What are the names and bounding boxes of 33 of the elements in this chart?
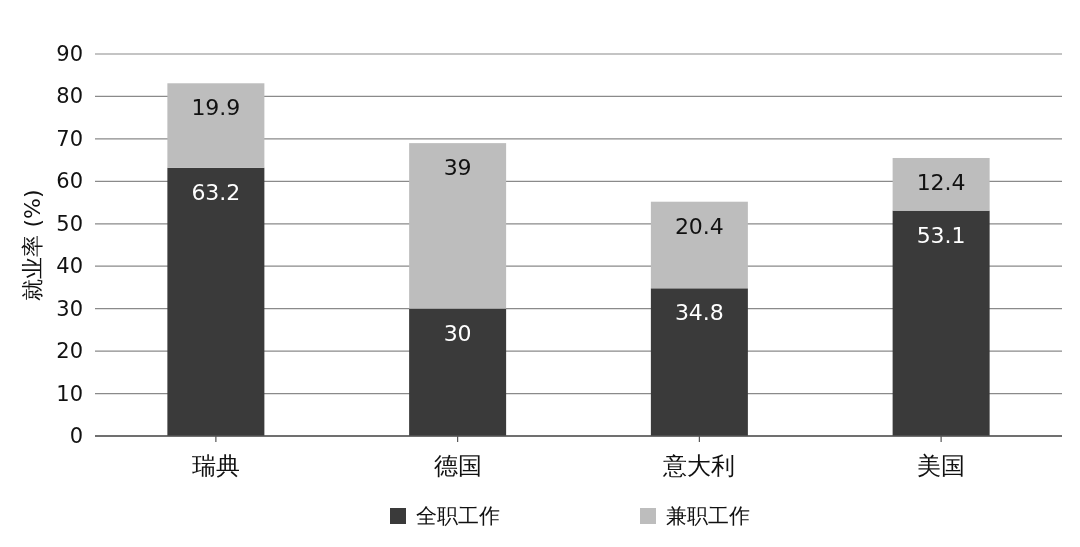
y-tick-label: 40 [56, 254, 83, 279]
bar [409, 308, 507, 436]
data-label: 30 [443, 320, 472, 346]
y-axis-title: 就业率 (%) [20, 189, 45, 301]
y-tick-label: 20 [56, 339, 83, 364]
x-tick-label: 德国 [433, 452, 482, 480]
legend-label: 全职工作 [416, 504, 500, 528]
y-tick-label: 80 [56, 84, 83, 109]
y-tick-label: 70 [56, 126, 83, 151]
bar [892, 210, 990, 436]
bar [409, 143, 507, 309]
data-label: 53.1 [916, 222, 966, 248]
x-tick-label: 意大利 [662, 452, 736, 480]
y-tick-label: 50 [56, 211, 83, 236]
y-tick-label: 90 [56, 42, 83, 66]
bar [892, 157, 990, 211]
x-tick-label: 瑞典 [191, 452, 240, 480]
data-label: 63.2 [191, 179, 241, 205]
y-tick-label: 10 [56, 381, 83, 406]
y-tick-label: 60 [56, 169, 83, 194]
x-tick-label: 美国 [917, 452, 966, 480]
y-tick-label: 0 [69, 424, 83, 448]
data-label: 19.9 [191, 95, 241, 121]
legend-label: 兼职工作 [666, 504, 750, 528]
bar [167, 83, 265, 168]
data-label: 20.4 [674, 213, 724, 239]
bar [167, 167, 265, 436]
bar [650, 288, 748, 436]
data-label: 39 [443, 155, 472, 181]
data-label: 34.8 [674, 300, 724, 326]
bar [650, 201, 748, 289]
y-tick-label: 30 [56, 296, 83, 321]
data-label: 12.4 [916, 169, 966, 195]
